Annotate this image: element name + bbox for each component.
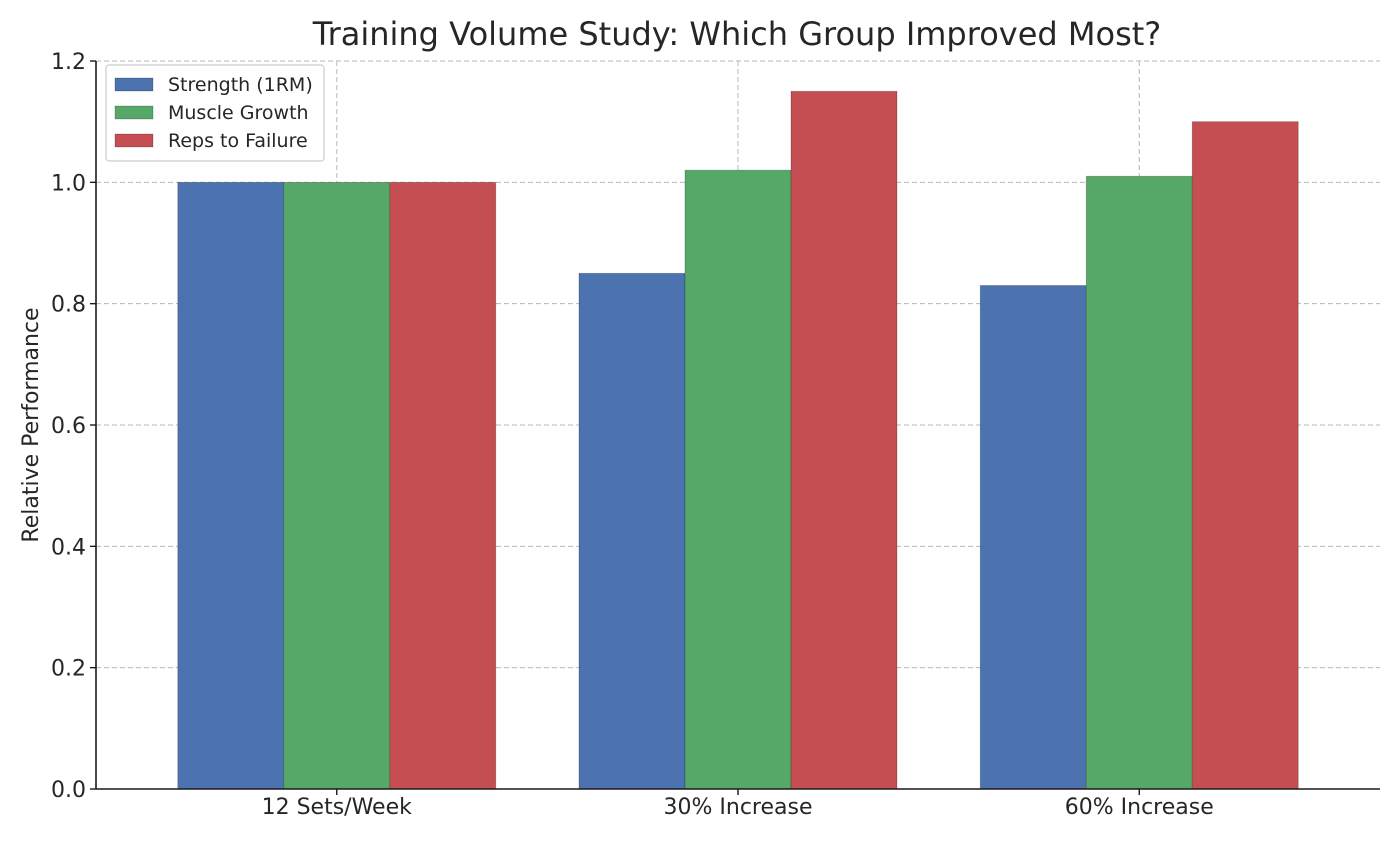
bar-reps-to-failure — [389, 181, 497, 790]
y-axis-label: Relative Performance — [19, 307, 44, 542]
bar-reps-to-failure — [790, 90, 898, 790]
y-tick-label: 0.6 — [51, 414, 86, 439]
bar-strength-1rm — [979, 285, 1087, 790]
y-tick-label: 0.8 — [51, 293, 86, 318]
x-tick-label: 12 Sets/Week — [262, 795, 413, 820]
x-tick-label: 60% Increase — [1065, 795, 1214, 820]
bar-strength-1rm — [177, 181, 285, 790]
chart-title: Training Volume Study: Which Group Impro… — [312, 15, 1162, 53]
y-tick-label: 1.0 — [51, 171, 86, 196]
legend-swatch — [114, 105, 154, 120]
legend-label: Strength (1RM) — [168, 74, 313, 96]
y-tick-label: 1.2 — [51, 50, 86, 75]
bar-muscle-growth — [1085, 175, 1193, 790]
legend-label: Muscle Growth — [168, 102, 309, 124]
y-tick-label: 0.0 — [51, 778, 86, 803]
bar-muscle-growth — [283, 181, 391, 790]
legend-box — [105, 64, 325, 162]
y-tick-label: 0.2 — [51, 657, 86, 682]
bars — [177, 90, 1299, 790]
legend: Strength (1RM) Muscle Growth Reps to Failu… — [105, 64, 325, 162]
bar-muscle-growth — [684, 169, 792, 790]
legend-swatch — [114, 133, 154, 148]
y-tick-label: 0.4 — [51, 535, 86, 560]
bar-strength-1rm — [578, 272, 686, 790]
tick-labels: 0.0 0.2 0.4 0.6 0.8 1.0 1.2 12 Sets/Week 30% Inc… — [51, 50, 1214, 820]
legend-label: Reps to Failure — [168, 130, 308, 152]
x-tick-label: 30% Increase — [664, 795, 813, 820]
axes — [90, 60, 1380, 795]
legend-swatch — [114, 77, 154, 92]
bar-reps-to-failure — [1191, 121, 1299, 790]
